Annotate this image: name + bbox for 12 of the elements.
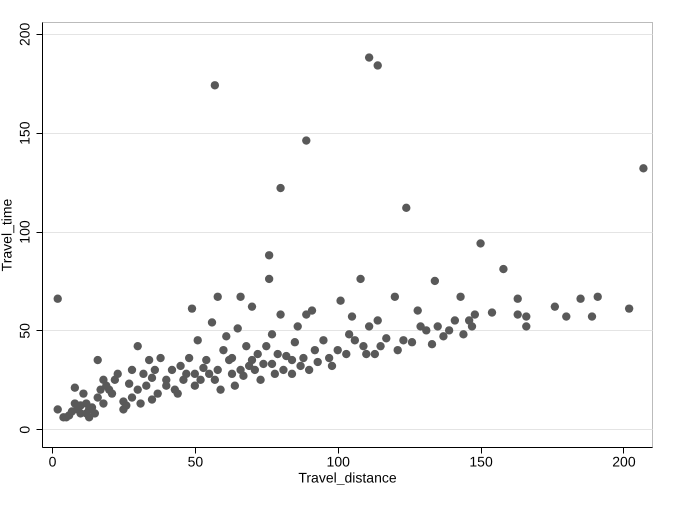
y-tick-label: 200 [16, 22, 32, 46]
x-tick-label: 50 [188, 454, 204, 470]
y-tick-label: 100 [16, 220, 32, 244]
x-tick-label: 200 [612, 454, 636, 470]
y-axis-title: Travel_time [0, 198, 14, 272]
x-tick-label: 0 [48, 454, 57, 470]
y-tick-label: 50 [16, 322, 32, 339]
x-axis-title: Travel_distance [298, 470, 397, 486]
x-tick-label: 100 [326, 454, 350, 470]
y-tick-label: 0 [16, 426, 32, 434]
x-tick-label: 150 [469, 454, 493, 470]
y-tick-label: 150 [16, 121, 32, 145]
